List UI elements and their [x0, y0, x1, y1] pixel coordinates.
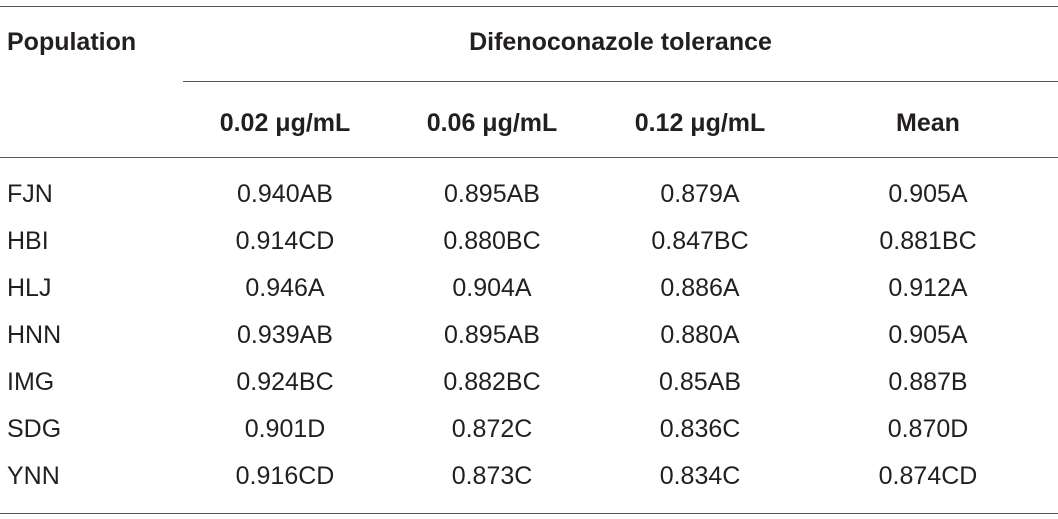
column-header-mean: Mean: [896, 109, 960, 137]
value-cell: 0.939AB: [237, 321, 333, 349]
column-header-0-06: 0.06 μg/mL: [426, 109, 558, 137]
value-cell: 0.905A: [888, 180, 968, 208]
value-cell: 0.886A: [660, 274, 740, 302]
value-cell: 0.887B: [888, 368, 968, 396]
difenoconazole-tolerance-header: Difenoconazole tolerance: [469, 28, 772, 56]
value-cell: 0.873C: [451, 462, 533, 490]
value-cell: 0.905A: [888, 321, 968, 349]
population-cell: HLJ: [7, 274, 52, 302]
value-cell: 0.836C: [659, 415, 741, 443]
value-cell: 0.881BC: [879, 227, 977, 255]
value-cell: 0.914CD: [235, 227, 335, 255]
value-cell: 0.901D: [244, 415, 326, 443]
value-cell: 0.912A: [888, 274, 968, 302]
value-cell: 0.880BC: [443, 227, 541, 255]
value-cell: 0.895AB: [444, 321, 540, 349]
population-cell: HNN: [7, 321, 62, 349]
value-cell: 0.872C: [451, 415, 533, 443]
value-cell: 0.847BC: [651, 227, 749, 255]
value-cell: 0.924BC: [236, 368, 334, 396]
population-cell: SDG: [7, 415, 62, 443]
value-cell: 0.946A: [245, 274, 325, 302]
value-cell: 0.940AB: [237, 180, 333, 208]
population-cell: FJN: [7, 180, 53, 208]
population-cell: IMG: [7, 368, 55, 396]
top-rule: [0, 6, 1058, 7]
bottom-rule: [0, 513, 1058, 514]
header-bottom-rule: [0, 157, 1058, 158]
population-cell: YNN: [7, 462, 60, 490]
value-cell: 0.880A: [660, 321, 740, 349]
value-cell: 0.870D: [887, 415, 969, 443]
column-header-0-12: 0.12 μg/mL: [634, 109, 766, 137]
value-cell: 0.879A: [660, 180, 740, 208]
value-cell: 0.882BC: [443, 368, 541, 396]
group-header-rule: [183, 81, 1058, 82]
value-cell: 0.895AB: [444, 180, 540, 208]
value-cell: 0.85AB: [658, 368, 741, 396]
value-cell: 0.834C: [659, 462, 741, 490]
population-header: Population: [7, 28, 137, 56]
value-cell: 0.916CD: [235, 462, 335, 490]
column-header-0-02: 0.02 μg/mL: [219, 109, 351, 137]
population-cell: HBI: [7, 227, 49, 255]
value-cell: 0.904A: [452, 274, 532, 302]
value-cell: 0.874CD: [878, 462, 978, 490]
